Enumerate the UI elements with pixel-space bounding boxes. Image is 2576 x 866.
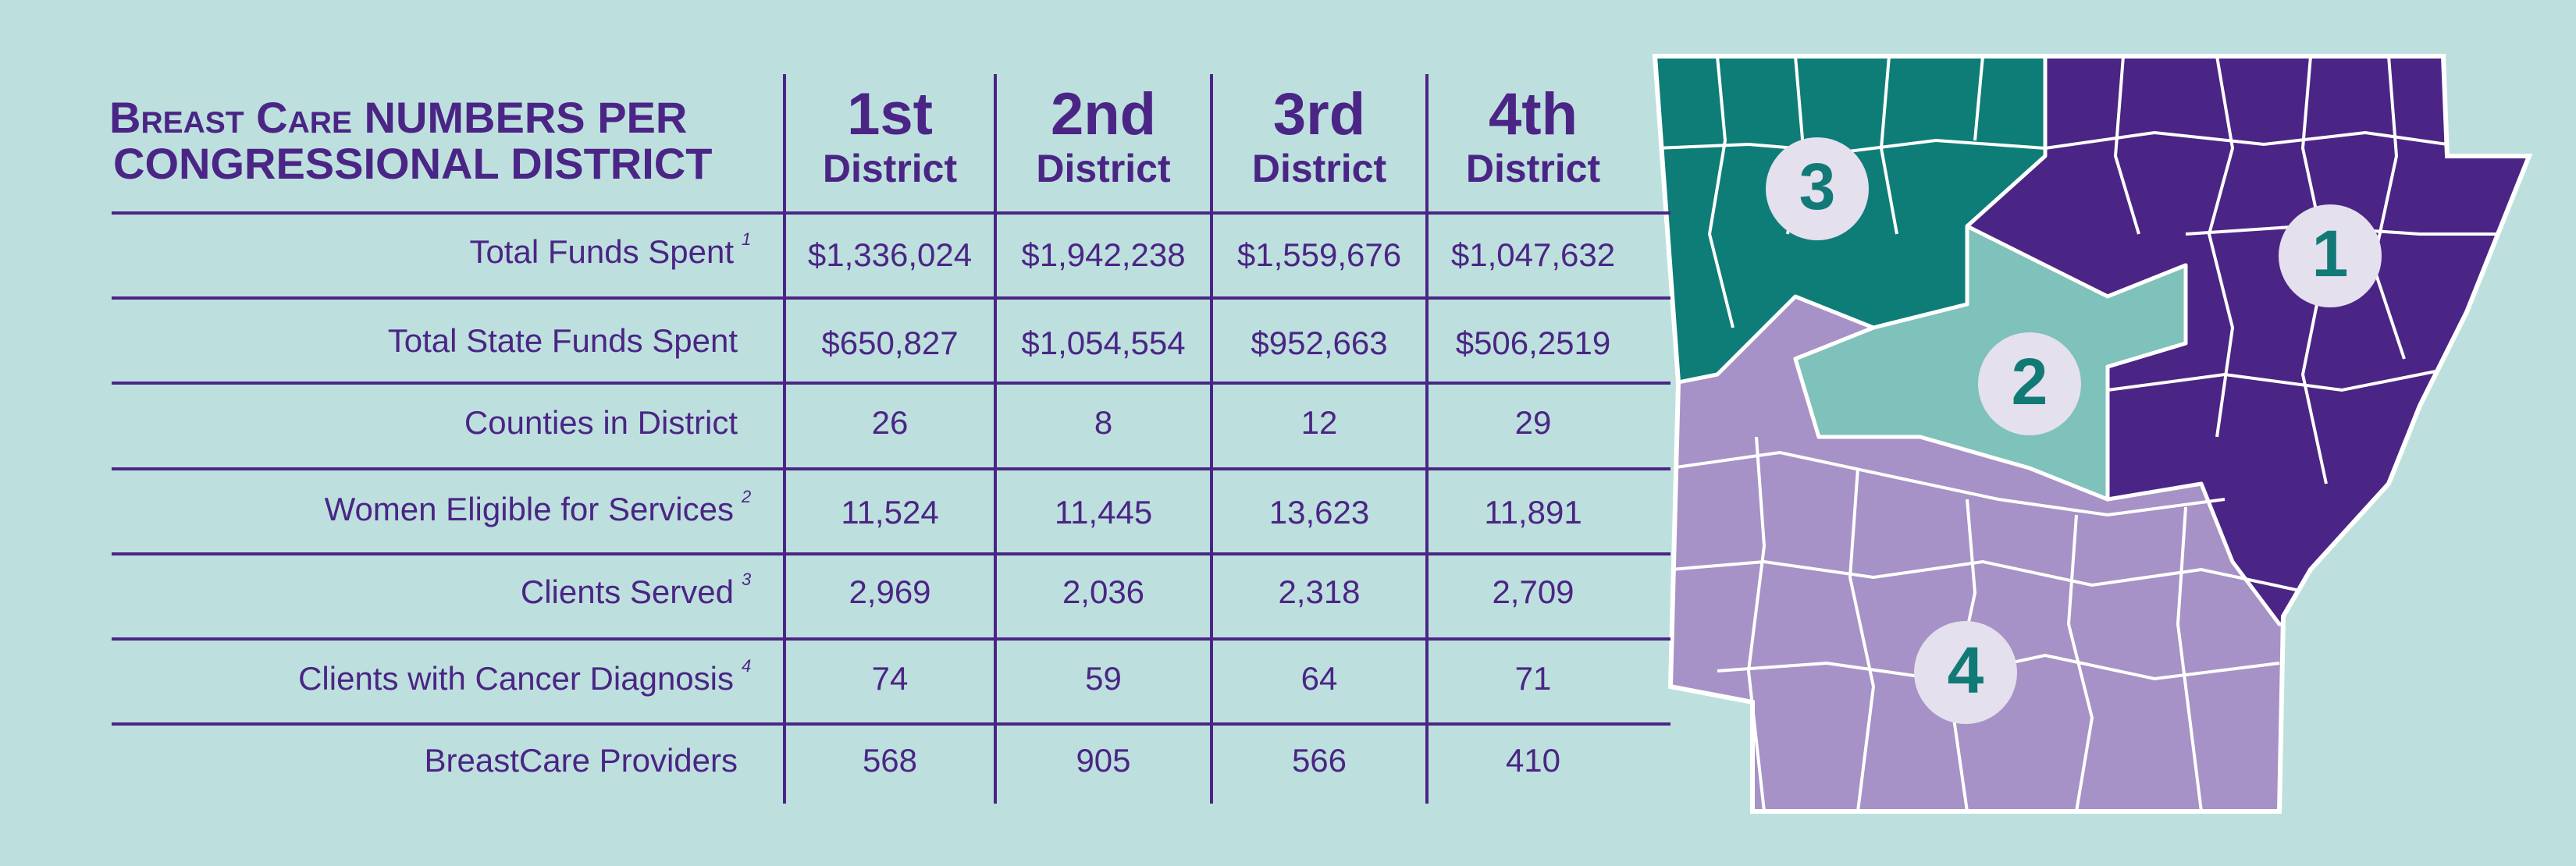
cell-value: $1,559,676 bbox=[1237, 236, 1401, 273]
footnote-marker: 2 bbox=[741, 487, 751, 506]
row-label: Clients with Cancer Diagnosis bbox=[298, 660, 734, 697]
cell-value: 64 bbox=[1301, 660, 1338, 697]
district-number: 2 bbox=[2012, 345, 2048, 418]
cell-value: 8 bbox=[1094, 404, 1112, 441]
cell-value: 2,036 bbox=[1062, 573, 1144, 610]
cell-value: 29 bbox=[1515, 404, 1552, 441]
row-label: Counties in District bbox=[464, 404, 738, 441]
cell-value: $1,336,024 bbox=[808, 236, 972, 273]
cell-value: 71 bbox=[1515, 660, 1552, 697]
cell-value: 2,709 bbox=[1492, 573, 1574, 610]
row-label: Women Eligible for Services bbox=[325, 491, 734, 527]
title-line: CONGRESSIONAL DISTRICT bbox=[113, 139, 712, 188]
footnote-marker: 1 bbox=[742, 229, 751, 249]
title-line: Breast Care NUMBERS PER bbox=[109, 93, 687, 142]
cell-value: 11,891 bbox=[1484, 494, 1582, 531]
cell-value: $506,2519 bbox=[1456, 325, 1611, 361]
district-number: 1 bbox=[2312, 217, 2349, 290]
cell-value: 12 bbox=[1301, 404, 1338, 441]
district-badge bbox=[1978, 332, 2081, 435]
column-ordinal: 3rd bbox=[1273, 81, 1365, 147]
column-ordinal: 4th bbox=[1489, 81, 1578, 147]
cell-value: $650,827 bbox=[821, 325, 958, 361]
row-label: BreastCare Providers bbox=[425, 742, 738, 779]
column-label: District bbox=[1466, 147, 1601, 190]
cell-value: 2,969 bbox=[849, 573, 930, 610]
footnote-marker: 3 bbox=[742, 570, 752, 589]
cell-value: 11,524 bbox=[841, 494, 938, 531]
column-ordinal: 1st bbox=[847, 81, 933, 147]
cell-value: 905 bbox=[1076, 742, 1130, 779]
district-number: 3 bbox=[1799, 150, 1836, 223]
cell-value: $1,942,238 bbox=[1021, 236, 1185, 273]
row-label: Clients Served bbox=[521, 573, 734, 610]
district-badge bbox=[1914, 621, 2017, 724]
footnote-marker: 4 bbox=[742, 656, 751, 676]
district-badge bbox=[1766, 137, 1869, 240]
column-label: District bbox=[1036, 147, 1171, 190]
district-number: 4 bbox=[1948, 634, 1984, 707]
cell-value: 59 bbox=[1085, 660, 1122, 697]
cell-value: 2,318 bbox=[1278, 573, 1360, 610]
column-ordinal: 2nd bbox=[1051, 81, 1156, 147]
cell-value: $1,054,554 bbox=[1021, 325, 1185, 361]
cell-value: 566 bbox=[1292, 742, 1347, 779]
district-badge bbox=[2279, 204, 2382, 307]
district-map: 3 2 1 4 bbox=[1652, 54, 2533, 814]
row-label: Total Funds Spent bbox=[469, 233, 734, 270]
cell-value: 26 bbox=[872, 404, 909, 441]
cell-value: 410 bbox=[1506, 742, 1560, 779]
cell-value: $1,047,632 bbox=[1451, 236, 1615, 273]
cell-value: $952,663 bbox=[1251, 325, 1387, 361]
row-label: Total State Funds Spent bbox=[388, 322, 738, 359]
cell-value: 74 bbox=[872, 660, 909, 697]
column-label: District bbox=[1252, 147, 1387, 190]
county-lines bbox=[1655, 56, 2529, 811]
cell-value: 568 bbox=[863, 742, 917, 779]
cell-value: 13,623 bbox=[1269, 494, 1369, 531]
state-outline bbox=[1652, 54, 2533, 814]
cell-value: 11,445 bbox=[1055, 494, 1152, 531]
column-label: District bbox=[823, 147, 958, 190]
